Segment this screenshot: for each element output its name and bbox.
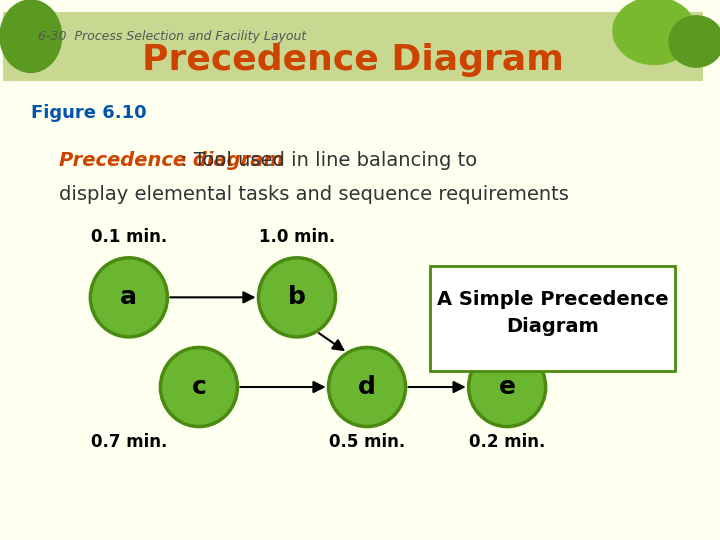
Text: display elemental tasks and sequence requirements: display elemental tasks and sequence req… <box>59 185 569 204</box>
Text: 0.5 min.: 0.5 min. <box>329 434 405 451</box>
Text: Precedence diagram: Precedence diagram <box>59 151 284 170</box>
Ellipse shape <box>258 258 336 337</box>
Text: : Tool used in line balancing to: : Tool used in line balancing to <box>181 151 477 170</box>
FancyBboxPatch shape <box>430 266 675 371</box>
Ellipse shape <box>668 15 720 68</box>
Ellipse shape <box>469 347 546 427</box>
Text: Precedence Diagram: Precedence Diagram <box>142 43 564 77</box>
Ellipse shape <box>612 0 696 65</box>
Text: A Simple Precedence
Diagram: A Simple Precedence Diagram <box>437 291 668 336</box>
Text: d: d <box>358 375 376 399</box>
Text: 0.2 min.: 0.2 min. <box>469 434 545 451</box>
Text: e: e <box>499 375 516 399</box>
Text: Figure 6.10: Figure 6.10 <box>31 104 146 122</box>
Ellipse shape <box>161 347 238 427</box>
Text: c: c <box>192 375 207 399</box>
Text: 6-30  Process Selection and Facility Layout: 6-30 Process Selection and Facility Layo… <box>38 30 306 43</box>
Ellipse shape <box>90 258 168 337</box>
Text: a: a <box>120 285 138 309</box>
FancyBboxPatch shape <box>3 12 703 81</box>
Ellipse shape <box>328 347 405 427</box>
Text: 0.1 min.: 0.1 min. <box>91 228 167 246</box>
Text: 1.0 min.: 1.0 min. <box>259 228 335 246</box>
Text: b: b <box>288 285 306 309</box>
Text: 0.7 min.: 0.7 min. <box>91 434 167 451</box>
Ellipse shape <box>0 0 63 73</box>
